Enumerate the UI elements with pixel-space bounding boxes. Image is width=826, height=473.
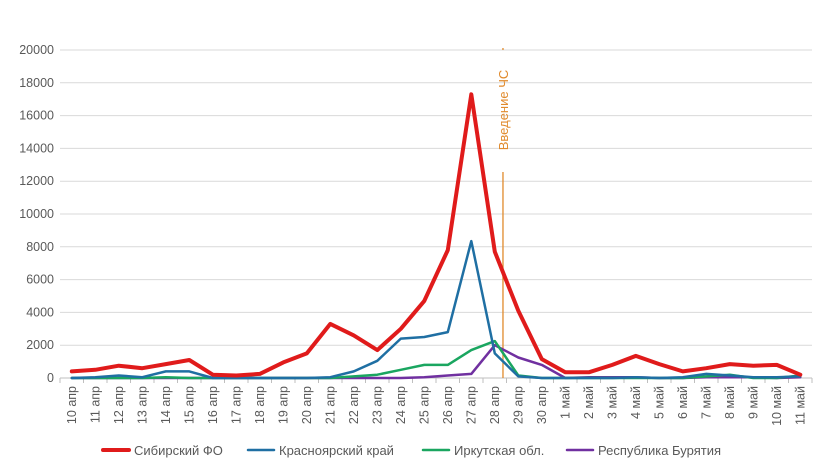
x-tick-label: 20 апр xyxy=(300,386,314,424)
y-tick-label: 14000 xyxy=(19,141,54,155)
x-axis-ticks: 10 апр 11 апр 12 апр 13 апр 14 апр 15 апр 16 а… xyxy=(59,378,813,426)
x-tick-label: 19 апр xyxy=(276,386,290,424)
legend-label: Республика Бурятия xyxy=(598,443,721,458)
series-line xyxy=(69,92,803,378)
y-tick-label: 20000 xyxy=(19,43,54,57)
x-tick-label: 3 май xyxy=(605,386,619,419)
x-tick-label: 24 апр xyxy=(394,386,408,424)
x-tick-label: 10 апр xyxy=(65,386,79,424)
x-tick-label: 5 май xyxy=(652,386,666,419)
x-tick-label: 25 апр xyxy=(417,386,431,424)
x-tick-label: 28 апр xyxy=(488,386,502,424)
x-tick-label: 11 май xyxy=(793,386,807,425)
x-tick-label: 14 апр xyxy=(159,386,173,424)
legend-label: Сибирский ФО xyxy=(134,443,223,458)
y-tick-label: 0 xyxy=(47,371,54,385)
x-tick-label: 13 апр xyxy=(135,386,149,424)
x-tick-label: 7 май xyxy=(699,386,713,419)
y-tick-label: 8000 xyxy=(26,240,54,254)
series-lines xyxy=(69,92,803,380)
x-tick-label: 23 апр xyxy=(370,386,384,424)
legend-label: Красноярский край xyxy=(279,443,394,458)
x-tick-label: 22 апр xyxy=(347,386,361,424)
x-tick-label: 27 апр xyxy=(464,386,478,424)
y-tick-label: 6000 xyxy=(26,273,54,287)
x-tick-label: 18 апр xyxy=(253,386,267,424)
series-line xyxy=(70,239,802,380)
x-tick-label: 9 май xyxy=(746,386,760,419)
x-tick-label: 10 май xyxy=(770,386,784,426)
legend: Сибирский ФО Красноярский край Иркутская о… xyxy=(101,443,721,458)
x-tick-label: 11 апр xyxy=(88,386,102,423)
y-tick-label: 4000 xyxy=(26,305,54,319)
x-tick-label: 15 апр xyxy=(182,386,196,424)
annotation-label: Введение ЧС xyxy=(496,70,511,151)
x-tick-label: 30 апр xyxy=(535,386,549,424)
annotation: Введение ЧС xyxy=(496,48,511,378)
y-tick-label: 18000 xyxy=(19,76,54,90)
y-tick-label: 10000 xyxy=(19,207,54,221)
y-tick-label: 16000 xyxy=(19,109,54,123)
y-tick-label: 2000 xyxy=(26,338,54,352)
x-tick-label: 6 май xyxy=(676,386,690,419)
x-tick-label: 16 апр xyxy=(206,386,220,424)
y-axis-ticks: 0 2000 4000 6000 8000 10000 12000 14000 16000 180… xyxy=(19,43,54,385)
x-tick-label: 4 май xyxy=(629,386,643,419)
x-tick-label: 1 май xyxy=(558,386,572,419)
gridlines xyxy=(60,49,812,379)
x-tick-label: 26 апр xyxy=(441,386,455,424)
x-tick-label: 17 апр xyxy=(229,386,243,424)
legend-label: Иркутская обл. xyxy=(454,443,544,458)
x-tick-label: 21 апр xyxy=(323,386,337,424)
y-tick-label: 12000 xyxy=(19,174,54,188)
x-tick-label: 29 апр xyxy=(511,386,525,424)
x-tick-label: 2 май xyxy=(582,386,596,419)
x-tick-label: 8 май xyxy=(723,386,737,419)
x-tick-label: 12 апр xyxy=(112,386,126,424)
